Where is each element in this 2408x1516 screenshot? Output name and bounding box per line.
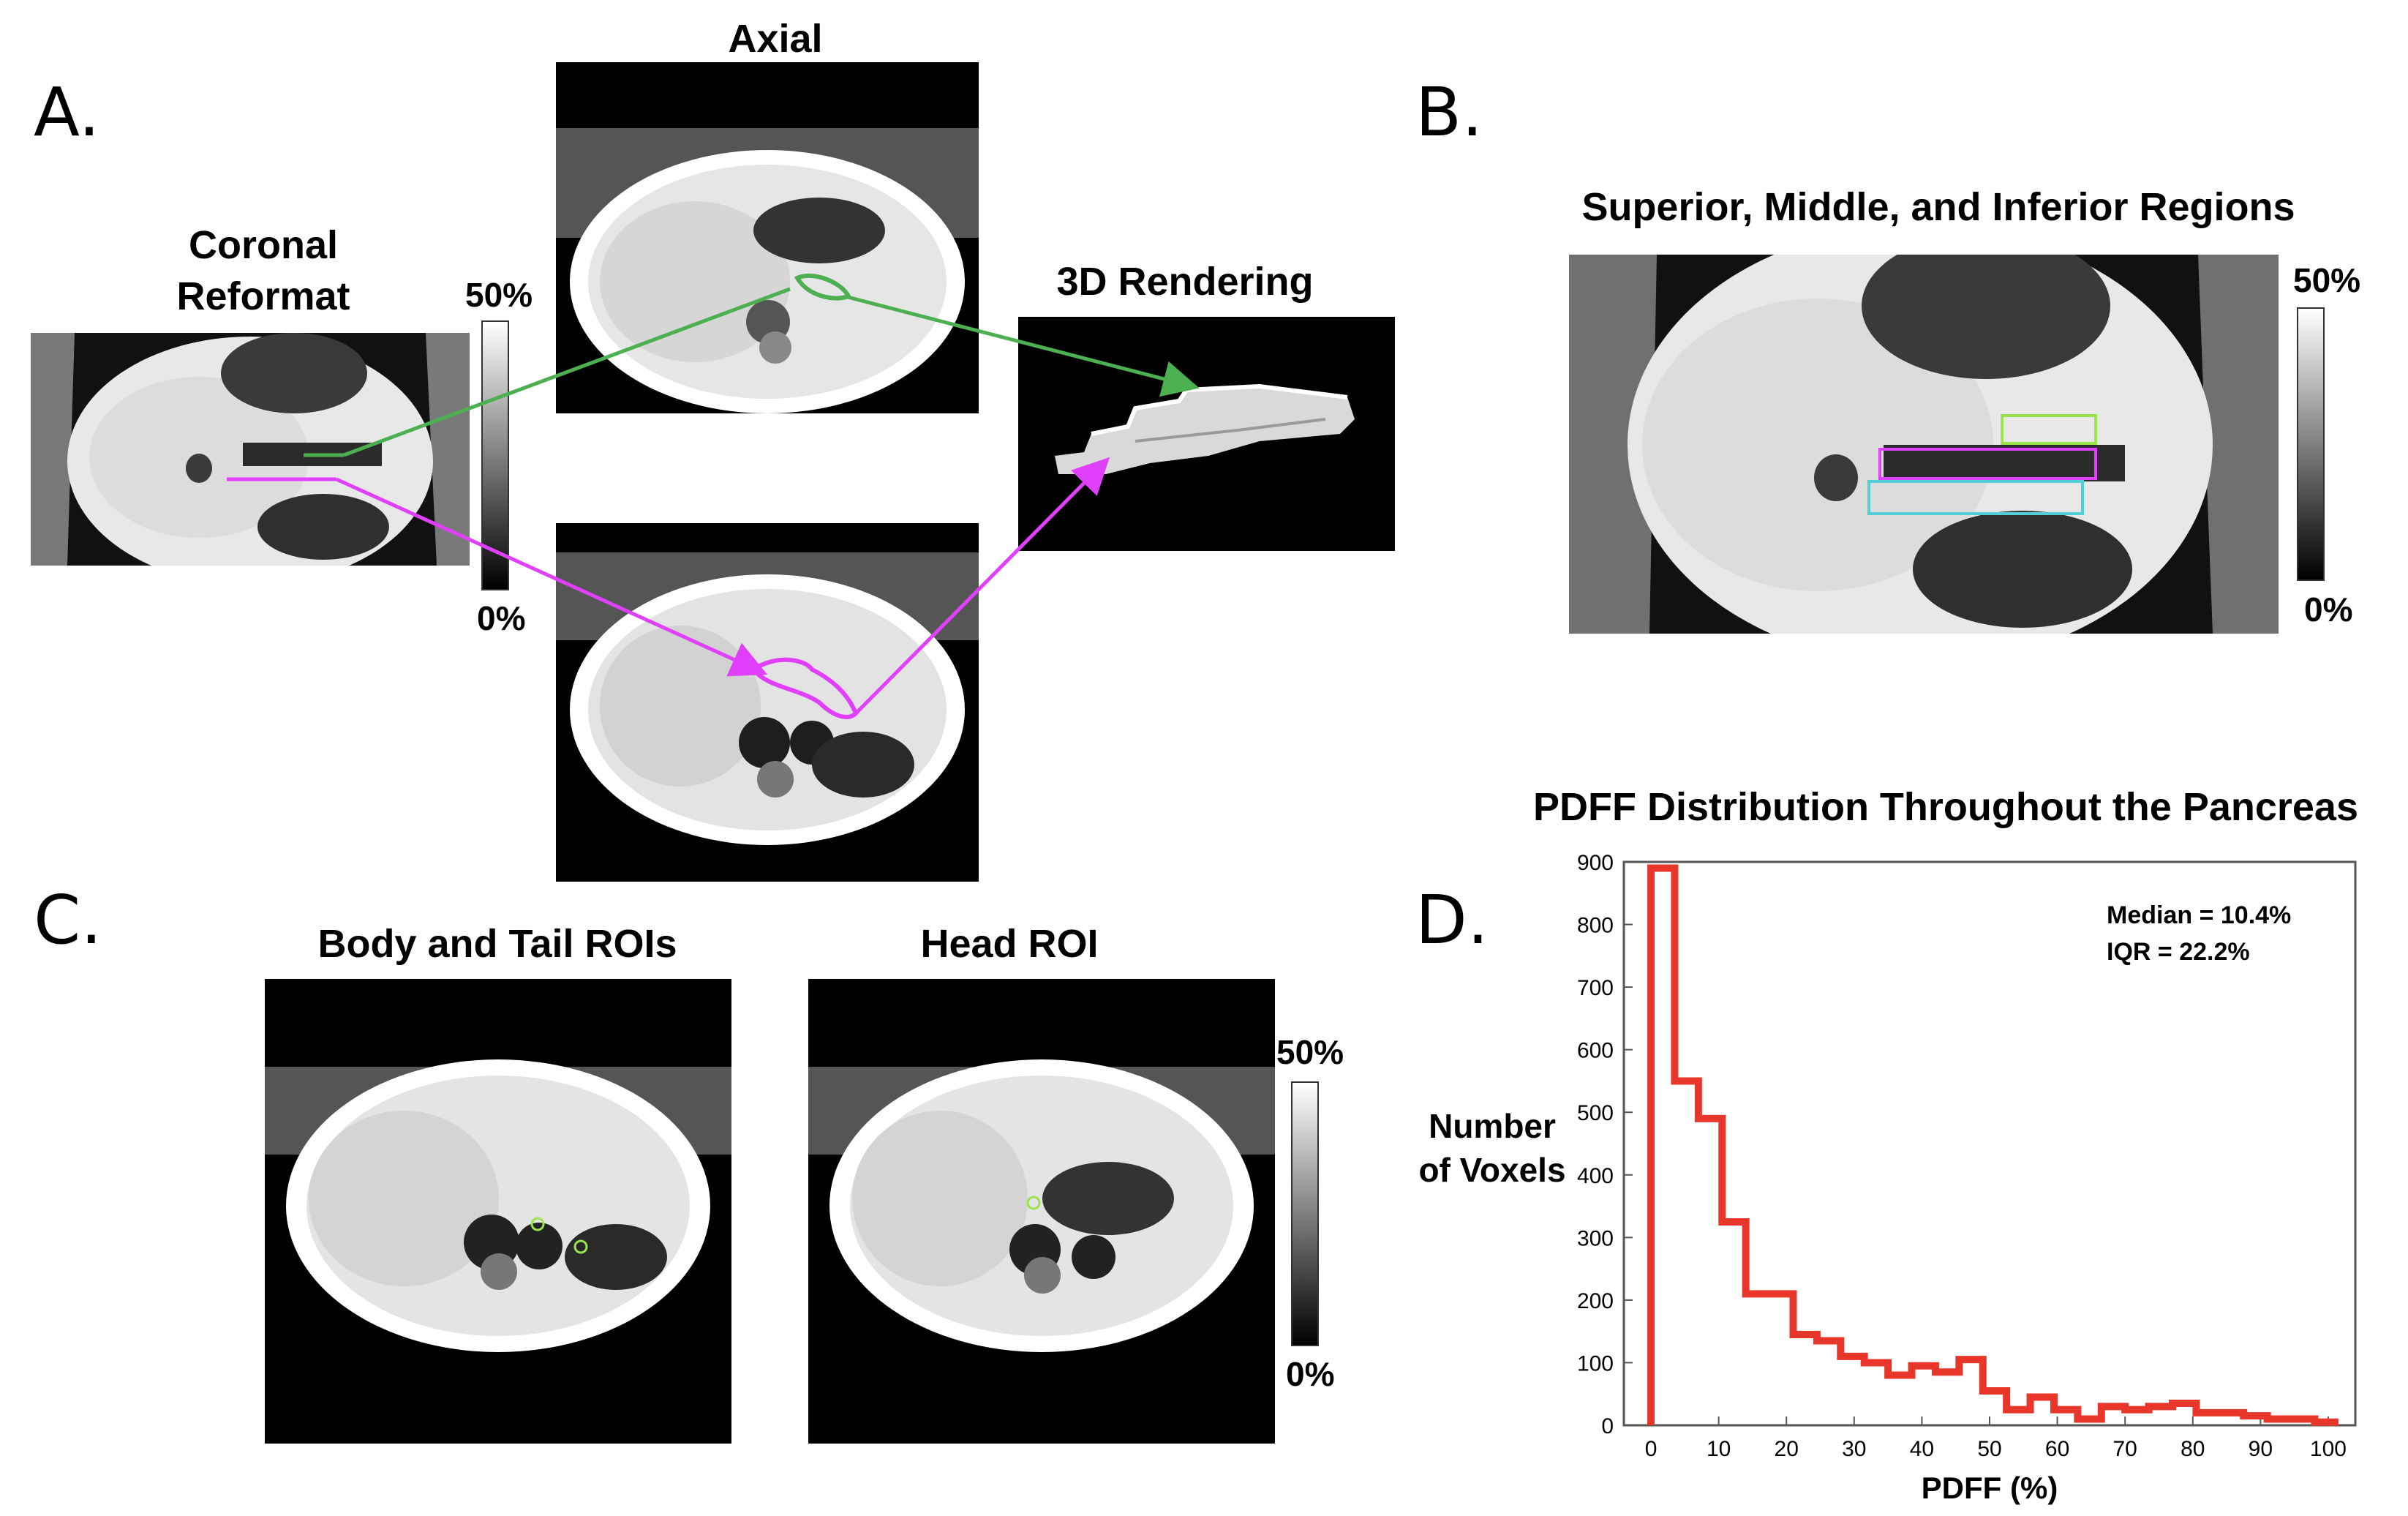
colorbar-c-bottom-label: 0% — [1286, 1355, 1335, 1393]
body-tail-title: Body and Tail ROIs — [317, 922, 677, 966]
panel-d-letter: D. — [1415, 881, 1489, 959]
y-tick-label: 100 — [1577, 1351, 1614, 1376]
coronal-title-line2: Reformat — [176, 274, 350, 319]
body-roi-circle — [530, 1217, 545, 1231]
x-tick-label: 70 — [2112, 1437, 2137, 1461]
histogram-line — [1647, 864, 2339, 1426]
rendering-title: 3D Rendering — [1056, 260, 1314, 304]
panel-b-letter: B. — [1415, 73, 1483, 151]
panel-b-title: Superior, Middle, and Inferior Regions — [1581, 185, 2295, 229]
panel-a-letter: A. — [34, 73, 100, 151]
x-tick-label: 90 — [2249, 1437, 2273, 1461]
colorbar-a-top-label: 50% — [465, 276, 533, 314]
x-tick-label: 20 — [1775, 1437, 1799, 1461]
coronal-title-line1: Coronal — [188, 223, 338, 267]
x-axis-label: PDFF (%) — [1922, 1471, 2058, 1505]
colorbar-b-top-label: 50% — [2293, 261, 2361, 299]
iqr-annotation: IQR = 22.2% — [2107, 938, 2250, 966]
chart-title: PDFF Distribution Throughout the Pancrea… — [1532, 785, 2358, 829]
y-axis-label-line2: of Voxels — [1418, 1150, 1566, 1189]
x-tick-label: 50 — [1977, 1437, 2001, 1461]
panel-c-letter: C. — [34, 881, 102, 959]
y-tick-label: 0 — [1601, 1414, 1614, 1438]
y-tick-label: 500 — [1577, 1101, 1614, 1125]
middle-region-box — [1878, 448, 2097, 480]
head-roi-circle — [1026, 1196, 1041, 1210]
head-title: Head ROI — [920, 922, 1099, 966]
x-tick-label: 0 — [1645, 1437, 1658, 1461]
inferior-region-box — [1867, 480, 2084, 515]
y-tick-label: 800 — [1577, 914, 1614, 938]
tail-roi-circle — [573, 1239, 588, 1254]
x-tick-label: 40 — [1910, 1437, 1934, 1461]
y-tick-label: 200 — [1577, 1289, 1614, 1313]
y-tick-label: 300 — [1577, 1226, 1614, 1250]
y-tick-label: 400 — [1577, 1164, 1614, 1188]
coronal-reformat-image — [31, 333, 470, 566]
x-tick-label: 10 — [1707, 1437, 1731, 1461]
axial-image-superior — [556, 62, 979, 413]
magenta-arrow-to-axial — [335, 477, 768, 677]
head-roi-image — [808, 979, 1275, 1444]
axial-title: Axial — [728, 17, 823, 61]
body-tail-roi-image — [265, 979, 731, 1444]
green-line-to-axial — [343, 287, 791, 457]
magenta-arrow-to-3d — [854, 457, 1110, 715]
y-tick-label: 700 — [1577, 976, 1614, 1000]
x-ticks: 0 10 20 30 40 50 60 70 80 90 100 — [1645, 1416, 2347, 1461]
colorbar-b-bottom-label: 0% — [2304, 590, 2353, 628]
colorbar-c-top-label: 50% — [1276, 1033, 1344, 1071]
y-ticks: 0 100 200 300 400 500 600 700 800 900 — [1577, 851, 1633, 1438]
y-axis-label-line1: Number — [1429, 1107, 1556, 1145]
colorbar-a-bottom-label: 0% — [477, 599, 526, 637]
green-arrow-to-3d — [844, 294, 1200, 397]
y-tick-label: 900 — [1577, 851, 1614, 875]
superior-region-box — [2001, 414, 2097, 445]
y-tick-label: 600 — [1577, 1039, 1614, 1063]
colorbar-b — [2297, 307, 2325, 581]
coronal-title: Coronal Reformat — [146, 219, 380, 322]
x-tick-label: 60 — [2045, 1437, 2069, 1461]
y-axis-label: Number of Voxels — [1412, 1105, 1573, 1193]
x-tick-label: 30 — [1842, 1437, 1866, 1461]
x-tick-label: 80 — [2181, 1437, 2205, 1461]
x-tick-label: 100 — [2310, 1437, 2347, 1461]
median-annotation: Median = 10.4% — [2107, 901, 2291, 929]
coronal-regions-image — [1569, 255, 2279, 634]
colorbar-c — [1291, 1081, 1319, 1346]
axial-image-inferior — [556, 523, 979, 882]
